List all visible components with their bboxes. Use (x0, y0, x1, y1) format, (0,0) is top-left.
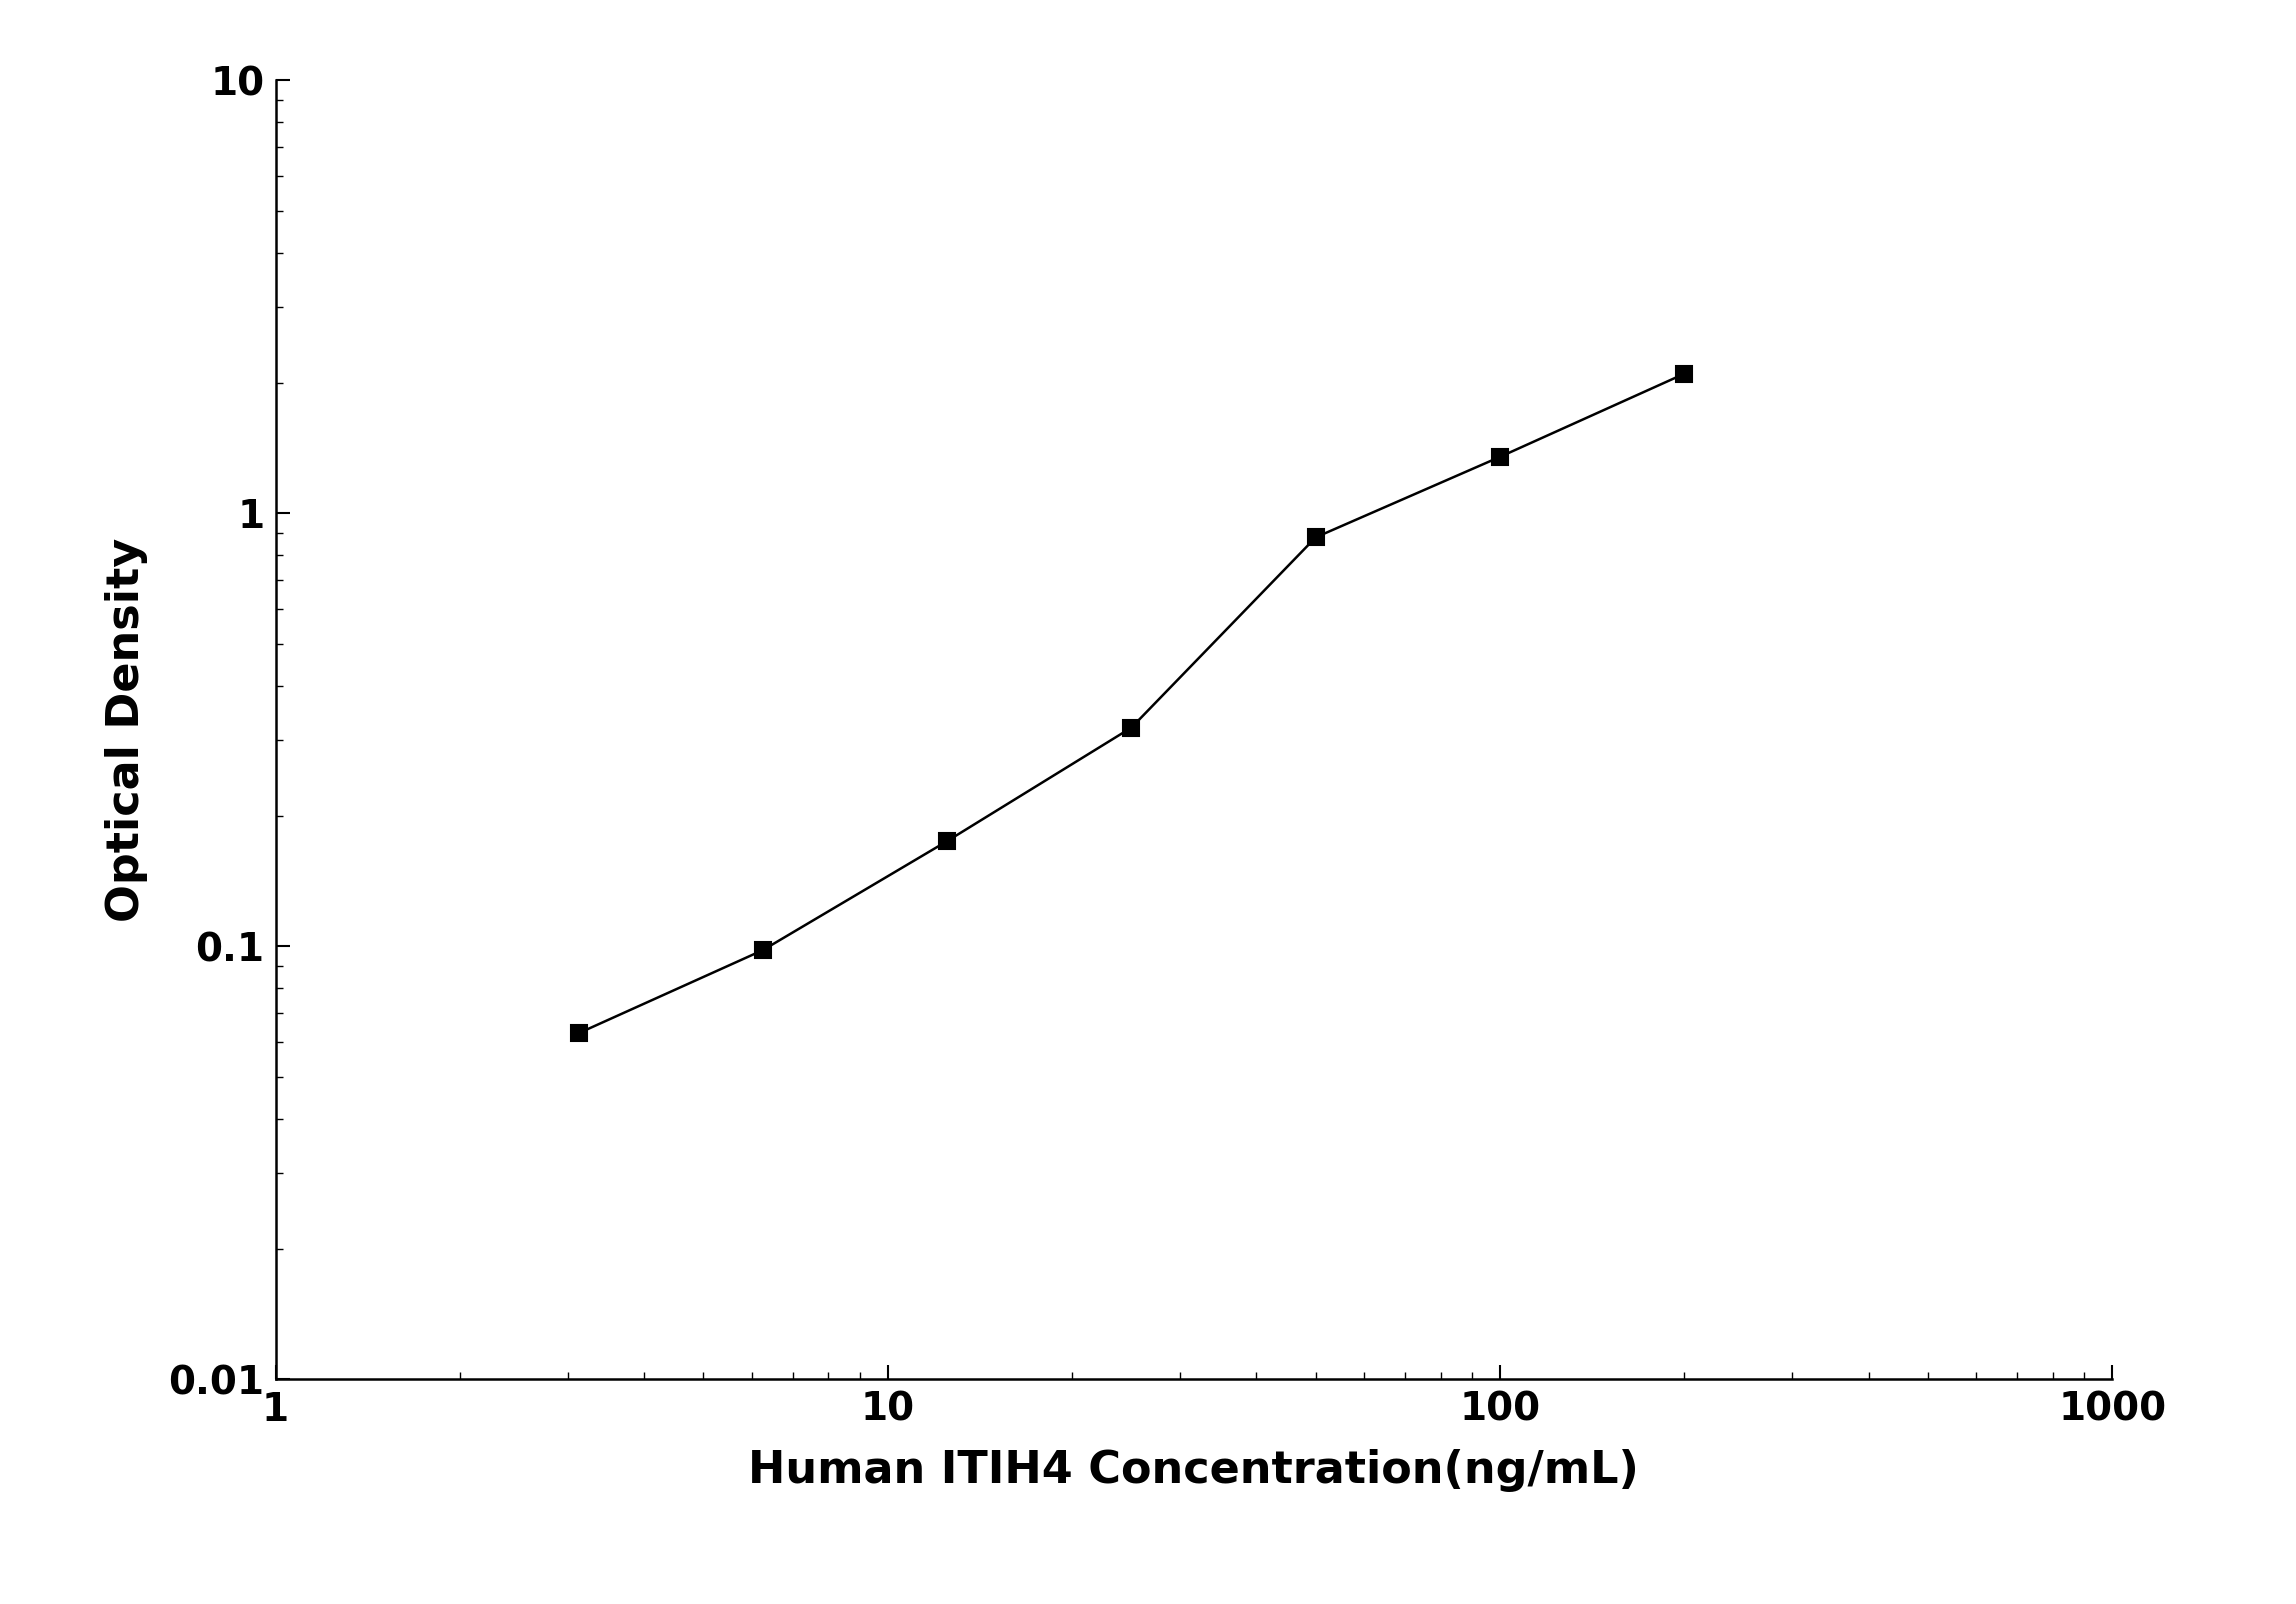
X-axis label: Human ITIH4 Concentration(ng/mL): Human ITIH4 Concentration(ng/mL) (748, 1450, 1639, 1492)
Y-axis label: Optical Density: Optical Density (106, 537, 147, 922)
